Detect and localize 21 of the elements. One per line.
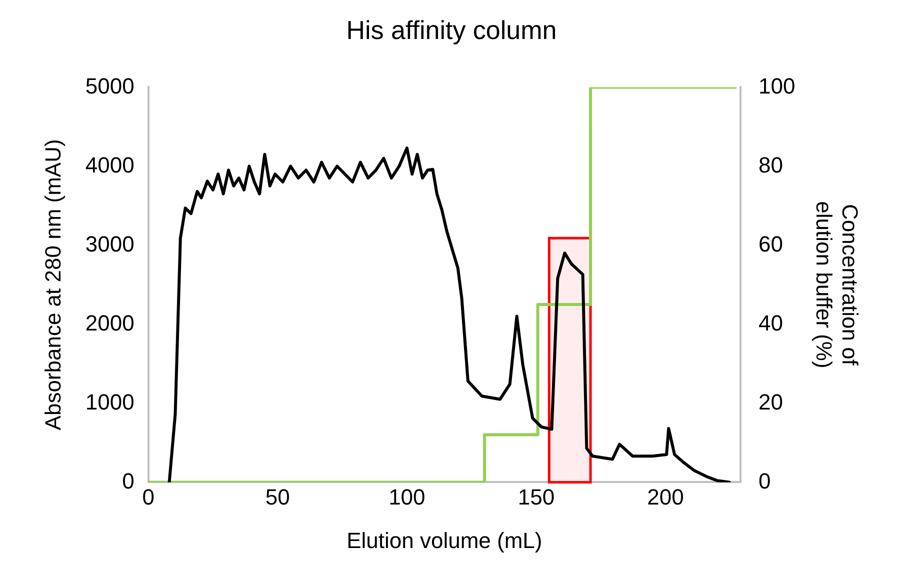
y2-tick-label: 60	[758, 231, 783, 256]
x-tick-label: 200	[647, 484, 684, 510]
y-axis-title: Absorbance at 280 nm (mAU)	[40, 139, 66, 430]
y-tick-label: 2000	[85, 310, 134, 336]
x-tick-label: 0	[142, 484, 154, 510]
y-tick-label: 4000	[85, 152, 134, 178]
y2-tick-label: 40	[758, 310, 783, 336]
y-tick-label: 5000	[85, 73, 134, 98]
y2-tick-label: 80	[758, 152, 783, 178]
y-tick-label: 3000	[85, 231, 134, 256]
y2-tick-label: 20	[758, 389, 783, 414]
x-tick-label: 50	[265, 484, 290, 510]
y2-tick-label: 100	[758, 73, 796, 98]
x-axis-title: Elution volume (mL)	[346, 528, 542, 553]
x-tick-label: 150	[518, 484, 555, 510]
chart-title: His affinity column	[346, 14, 557, 45]
y-tick-label: 0	[122, 468, 134, 494]
x-tick-label: 100	[388, 484, 426, 510]
y-tick-label: 1000	[85, 389, 134, 414]
y2-axis-title: Concentration of elution buffer (%)	[811, 201, 863, 368]
y2-tick-label: 0	[758, 468, 771, 494]
